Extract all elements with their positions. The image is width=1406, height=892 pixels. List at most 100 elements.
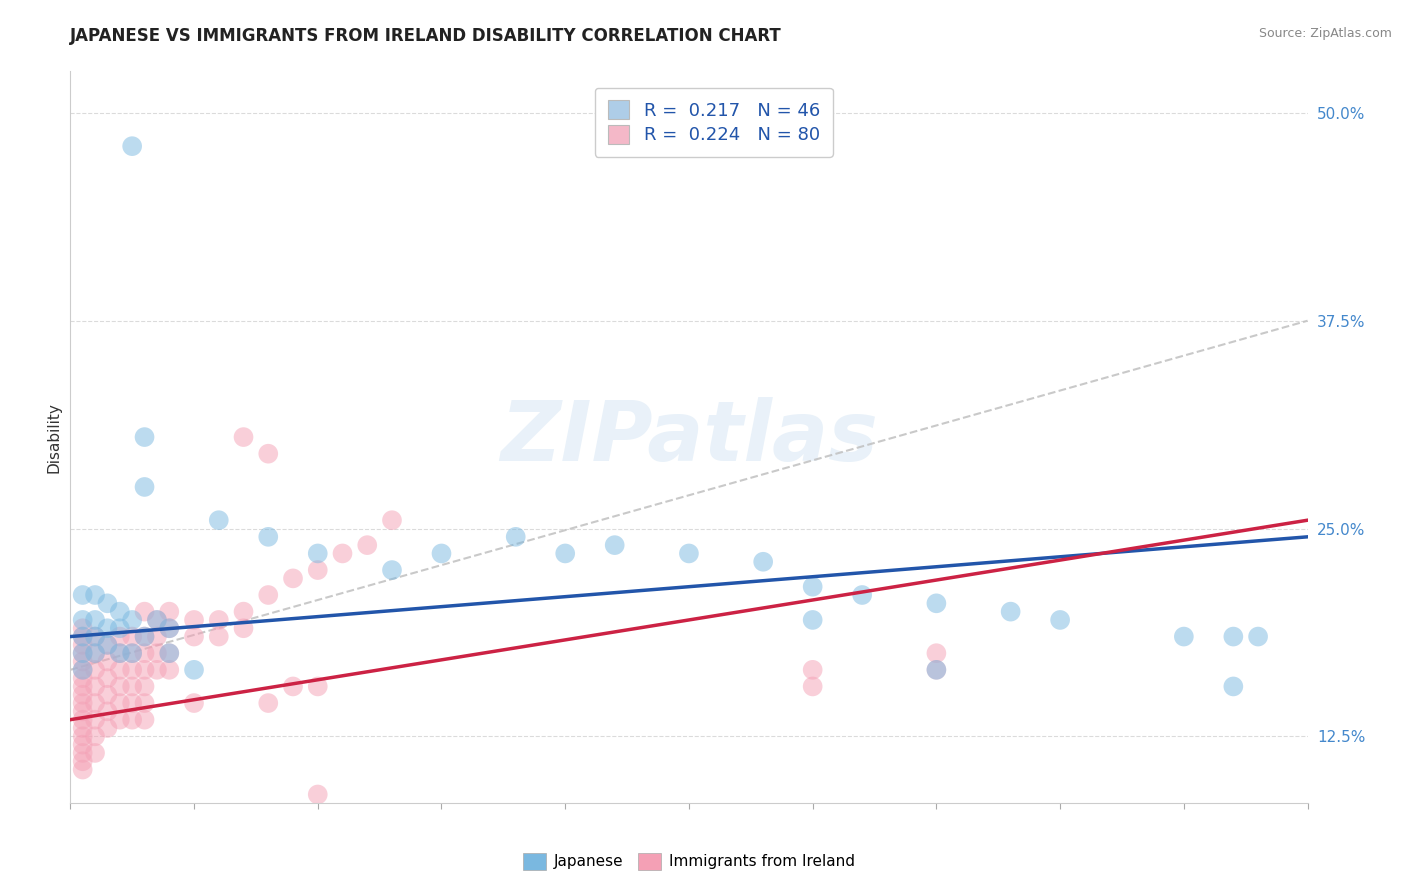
Point — [84, 630, 107, 644]
Point — [108, 696, 131, 710]
Point — [108, 646, 131, 660]
Point — [1222, 680, 1244, 694]
Point — [96, 638, 118, 652]
Point — [84, 663, 107, 677]
Point — [72, 663, 94, 677]
Point — [108, 621, 131, 635]
Point — [281, 680, 304, 694]
Text: JAPANESE VS IMMIGRANTS FROM IRELAND DISABILITY CORRELATION CHART: JAPANESE VS IMMIGRANTS FROM IRELAND DISA… — [70, 27, 782, 45]
Point — [121, 630, 143, 644]
Point — [232, 605, 254, 619]
Point — [121, 713, 143, 727]
Point — [84, 613, 107, 627]
Point — [84, 713, 107, 727]
Point — [72, 721, 94, 735]
Point — [72, 729, 94, 743]
Point — [121, 696, 143, 710]
Point — [257, 447, 280, 461]
Point — [84, 696, 107, 710]
Point — [72, 680, 94, 694]
Point — [801, 663, 824, 677]
Point — [96, 655, 118, 669]
Point — [72, 630, 94, 644]
Point — [332, 546, 354, 560]
Text: ZIPatlas: ZIPatlas — [501, 397, 877, 477]
Point — [801, 613, 824, 627]
Point — [134, 696, 156, 710]
Point — [121, 663, 143, 677]
Text: Source: ZipAtlas.com: Source: ZipAtlas.com — [1258, 27, 1392, 40]
Point — [72, 655, 94, 669]
Point — [146, 646, 169, 660]
Point — [84, 646, 107, 660]
Point — [307, 680, 329, 694]
Point — [84, 646, 107, 660]
Point — [554, 546, 576, 560]
Point — [108, 680, 131, 694]
Point — [108, 646, 131, 660]
Point — [72, 613, 94, 627]
Point — [146, 613, 169, 627]
Point — [121, 646, 143, 660]
Point — [146, 630, 169, 644]
Point — [157, 621, 180, 635]
Legend: Japanese, Immigrants from Ireland: Japanese, Immigrants from Ireland — [517, 847, 860, 876]
Point — [183, 663, 205, 677]
Point — [72, 638, 94, 652]
Point — [84, 588, 107, 602]
Point — [72, 621, 94, 635]
Point — [157, 646, 180, 660]
Point — [307, 546, 329, 560]
Point — [232, 430, 254, 444]
Point — [925, 663, 948, 677]
Point — [257, 696, 280, 710]
Point — [232, 621, 254, 635]
Point — [1222, 630, 1244, 644]
Point — [96, 721, 118, 735]
Point — [208, 513, 231, 527]
Point — [1049, 613, 1071, 627]
Point — [84, 729, 107, 743]
Point — [72, 696, 94, 710]
Point — [851, 588, 873, 602]
Point — [72, 663, 94, 677]
Point — [157, 646, 180, 660]
Point — [257, 530, 280, 544]
Point — [603, 538, 626, 552]
Point — [96, 638, 118, 652]
Point — [72, 646, 94, 660]
Point — [307, 563, 329, 577]
Point — [430, 546, 453, 560]
Point — [925, 646, 948, 660]
Point — [208, 630, 231, 644]
Point — [1247, 630, 1270, 644]
Point — [134, 480, 156, 494]
Point — [925, 663, 948, 677]
Point — [307, 788, 329, 802]
Point — [72, 713, 94, 727]
Point — [96, 596, 118, 610]
Point — [281, 571, 304, 585]
Point — [134, 680, 156, 694]
Point — [72, 763, 94, 777]
Point — [96, 671, 118, 685]
Point — [1000, 605, 1022, 619]
Point — [356, 538, 378, 552]
Point — [157, 605, 180, 619]
Point — [72, 738, 94, 752]
Point — [108, 630, 131, 644]
Point — [183, 696, 205, 710]
Point — [84, 680, 107, 694]
Point — [1173, 630, 1195, 644]
Point — [108, 663, 131, 677]
Point — [121, 139, 143, 153]
Point — [925, 596, 948, 610]
Point — [134, 430, 156, 444]
Point — [72, 754, 94, 768]
Point — [121, 613, 143, 627]
Point — [84, 746, 107, 760]
Point — [801, 580, 824, 594]
Point — [146, 613, 169, 627]
Point — [134, 646, 156, 660]
Point — [134, 630, 156, 644]
